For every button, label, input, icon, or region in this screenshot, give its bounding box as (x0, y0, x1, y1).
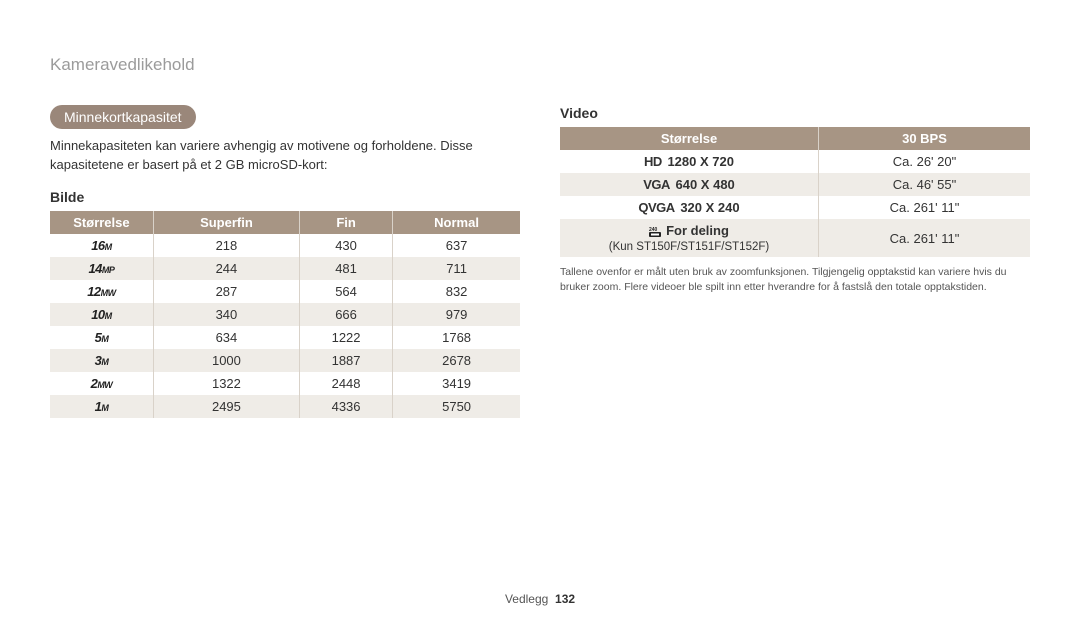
page-title: Kameravedlikehold (50, 55, 1030, 75)
video-capacity-table: Størrelse 30 BPS HD 1280 X 720Ca. 26' 20… (560, 127, 1030, 257)
cell-value: 340 (153, 303, 299, 326)
table-row: 14MP244481711 (50, 257, 520, 280)
table-row: 1M249543365750 (50, 395, 520, 418)
cell-duration: Ca. 261' 11" (819, 219, 1031, 257)
cell-value: 832 (393, 280, 520, 303)
cell-value: 2678 (393, 349, 520, 372)
cell-value: 634 (153, 326, 299, 349)
image-capacity-table: Størrelse Superfin Fin Normal 16M2184306… (50, 211, 520, 418)
cell-size: 5M (50, 326, 153, 349)
cell-size: 14MP (50, 257, 153, 280)
right-column: Video Størrelse 30 BPS HD 1280 X 720Ca. … (560, 105, 1030, 418)
cell-value: 4336 (299, 395, 392, 418)
footer-page-number: 132 (555, 592, 575, 606)
cell-duration: Ca. 261' 11" (819, 196, 1031, 219)
table-row: 10M340666979 (50, 303, 520, 326)
cell-size: 16M (50, 234, 153, 257)
section-pill: Minnekortkapasitet (50, 105, 196, 129)
intro-text: Minnekapasiteten kan variere avhengig av… (50, 137, 520, 175)
content-columns: Minnekortkapasitet Minnekapasiteten kan … (50, 105, 1030, 418)
col-header-size: Størrelse (50, 211, 153, 234)
col-header-superfin: Superfin (153, 211, 299, 234)
table-row: 240For deling(Kun ST150F/ST151F/ST152F)C… (560, 219, 1030, 257)
cell-size: 10M (50, 303, 153, 326)
cell-duration: Ca. 46' 55" (819, 173, 1031, 196)
col-header-vsize: Størrelse (560, 127, 819, 150)
image-subhead: Bilde (50, 189, 520, 205)
cell-value: 2495 (153, 395, 299, 418)
cell-size: 2MW (50, 372, 153, 395)
col-header-fin: Fin (299, 211, 392, 234)
cell-size: 12MW (50, 280, 153, 303)
cell-video-size: HD 1280 X 720 (560, 150, 819, 173)
cell-video-size: 240For deling(Kun ST150F/ST151F/ST152F) (560, 219, 819, 257)
table-row: 16M218430637 (50, 234, 520, 257)
table-row: 5M63412221768 (50, 326, 520, 349)
col-header-bps: 30 BPS (819, 127, 1031, 150)
cell-value: 218 (153, 234, 299, 257)
cell-value: 564 (299, 280, 392, 303)
left-column: Minnekortkapasitet Minnekapasiteten kan … (50, 105, 520, 418)
cell-value: 637 (393, 234, 520, 257)
cell-value: 1000 (153, 349, 299, 372)
cell-value: 287 (153, 280, 299, 303)
cell-value: 979 (393, 303, 520, 326)
cell-value: 244 (153, 257, 299, 280)
cell-value: 1222 (299, 326, 392, 349)
note-text: Tallene ovenfor er målt uten bruk av zoo… (560, 265, 1030, 295)
cell-value: 3419 (393, 372, 520, 395)
cell-value: 1887 (299, 349, 392, 372)
footer-section: Vedlegg (505, 592, 548, 606)
table-row: 12MW287564832 (50, 280, 520, 303)
cell-value: 1768 (393, 326, 520, 349)
table-row: 2MW132224483419 (50, 372, 520, 395)
table-row: 3M100018872678 (50, 349, 520, 372)
cell-video-size: QVGA 320 X 240 (560, 196, 819, 219)
cell-value: 430 (299, 234, 392, 257)
table-row: VGA 640 X 480Ca. 46' 55" (560, 173, 1030, 196)
table-row: QVGA 320 X 240Ca. 261' 11" (560, 196, 1030, 219)
col-header-normal: Normal (393, 211, 520, 234)
share-icon: 240 (649, 226, 663, 238)
table-row: HD 1280 X 720Ca. 26' 20" (560, 150, 1030, 173)
cell-value: 1322 (153, 372, 299, 395)
video-subhead: Video (560, 105, 1030, 121)
cell-value: 711 (393, 257, 520, 280)
cell-size: 3M (50, 349, 153, 372)
cell-value: 2448 (299, 372, 392, 395)
page-footer: Vedlegg 132 (0, 592, 1080, 606)
cell-duration: Ca. 26' 20" (819, 150, 1031, 173)
cell-value: 666 (299, 303, 392, 326)
cell-value: 5750 (393, 395, 520, 418)
cell-value: 481 (299, 257, 392, 280)
cell-video-size: VGA 640 X 480 (560, 173, 819, 196)
cell-size: 1M (50, 395, 153, 418)
